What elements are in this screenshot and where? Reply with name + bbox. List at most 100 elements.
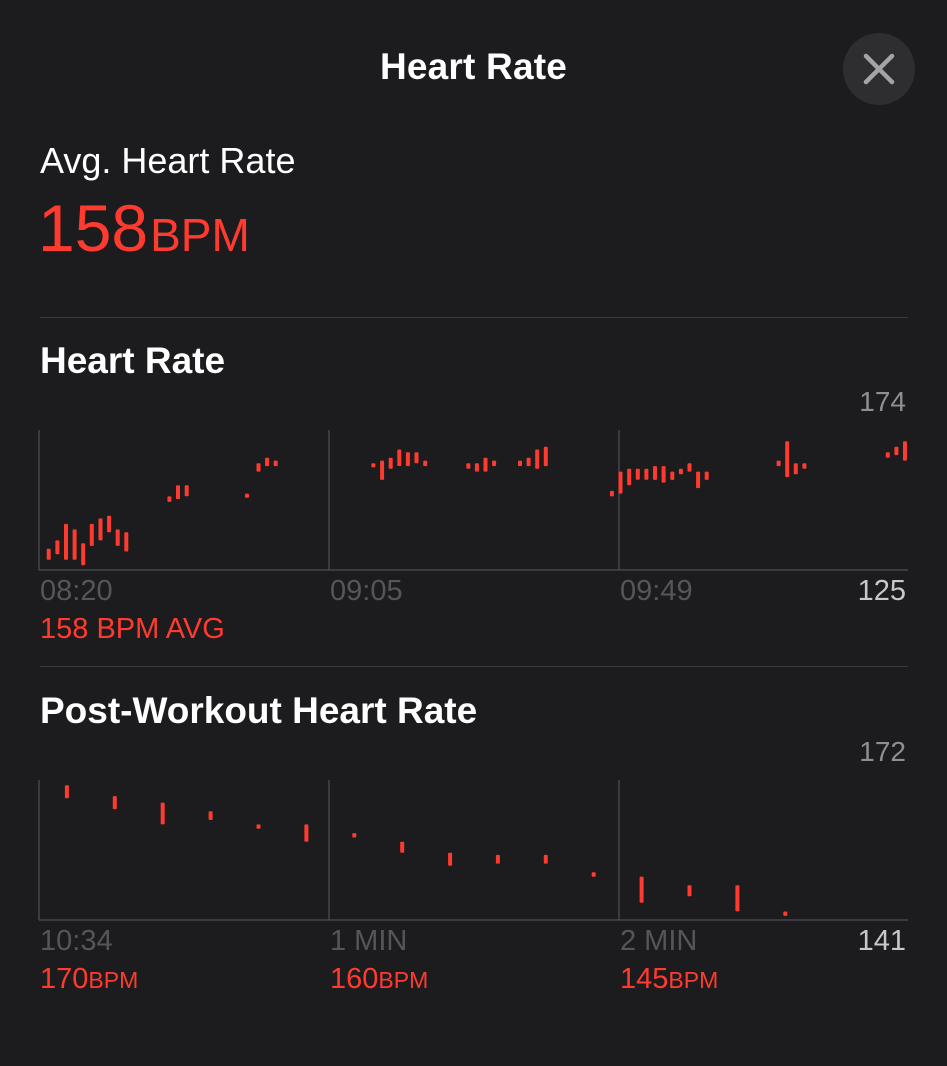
heart-rate-x-tick-label: 09:49	[620, 575, 693, 607]
heart-rate-y-max-label: 174	[859, 386, 906, 417]
post-workout-data-bar	[256, 824, 261, 829]
post-workout-data-bar	[352, 833, 357, 838]
heart-rate-data-bar	[371, 463, 376, 468]
post-workout-data-bar	[639, 876, 644, 903]
heart-rate-data-bar	[89, 523, 94, 546]
post-workout-data-bar	[543, 854, 548, 864]
post-workout-value-1-unit: BPM	[378, 967, 429, 993]
heart-rate-data-bar	[423, 460, 428, 467]
heart-rate-data-bar	[543, 446, 548, 467]
heart-rate-data-bar	[273, 460, 278, 467]
post-workout-value-1: 160BPM	[330, 963, 428, 996]
heart-rate-chart: 174 125 08:20 09:05 09:49	[38, 386, 908, 607]
close-icon	[863, 53, 895, 85]
post-workout-data-bar	[112, 796, 117, 810]
heart-rate-avg-label: 158 BPM AVG	[40, 613, 225, 645]
post-workout-data-bar	[64, 785, 69, 799]
post-workout-data-bar	[400, 841, 405, 853]
post-workout-value-2: 145BPM	[620, 963, 718, 996]
post-workout-data-bar	[448, 852, 453, 866]
heart-rate-data-bar	[670, 471, 675, 480]
heart-rate-data-bar	[167, 496, 172, 502]
heart-rate-data-bar	[380, 460, 385, 480]
heart-rate-data-bar	[483, 457, 488, 472]
post-workout-data-bar	[687, 885, 692, 897]
heart-rate-data-bar	[256, 463, 261, 472]
post-workout-value-0-number: 170	[40, 963, 89, 995]
post-workout-value-2-unit: BPM	[668, 967, 719, 993]
post-workout-data-bar	[208, 811, 213, 820]
heart-rate-data-bar	[124, 532, 129, 552]
heart-rate-data-bar	[46, 548, 51, 560]
heart-rate-data-bar	[414, 452, 419, 464]
heart-rate-data-bar	[802, 463, 807, 469]
heart-rate-data-bar	[644, 468, 649, 480]
heart-rate-data-bar	[687, 463, 692, 472]
heart-rate-data-bar	[678, 468, 683, 475]
heart-rate-data-bar	[115, 529, 120, 546]
heart-rate-data-bar	[474, 463, 479, 472]
post-workout-section-title: Post-Workout Heart Rate	[40, 690, 478, 731]
heart-rate-data-bar	[245, 493, 249, 498]
heart-rate-x-tick-label: 08:20	[40, 575, 113, 607]
heart-rate-section-title: Heart Rate	[40, 340, 226, 381]
post-workout-data-bar	[304, 824, 309, 842]
heart-rate-data-bar	[81, 543, 86, 566]
heart-rate-data-bar	[72, 529, 77, 560]
post-workout-y-max-label: 172	[859, 736, 906, 767]
heart-rate-data-bar	[492, 460, 497, 467]
heart-rate-data-bar	[704, 471, 709, 480]
divider	[40, 666, 908, 667]
post-workout-data-bar	[735, 885, 740, 912]
post-workout-value-0-unit: BPM	[88, 967, 139, 993]
post-workout-value-2-number: 145	[620, 963, 669, 995]
post-workout-data-bar	[160, 802, 165, 825]
heart-rate-data-bar	[661, 466, 666, 483]
heart-rate-data-bar	[696, 471, 701, 489]
heart-rate-data-bar	[466, 463, 471, 469]
heart-rate-data-bar	[635, 468, 640, 480]
post-workout-x-tick-label: 2 MIN	[620, 925, 697, 957]
heart-rate-data-bar	[107, 515, 112, 533]
close-button[interactable]	[843, 33, 915, 105]
post-workout-y-min-label: 141	[858, 925, 906, 957]
heart-rate-data-bar	[265, 457, 270, 467]
heart-rate-data-bar	[526, 457, 531, 467]
post-workout-value-1-number: 160	[330, 963, 379, 995]
heart-rate-data-bar	[885, 452, 890, 458]
post-workout-x-tick-label: 10:34	[40, 925, 113, 957]
post-workout-data-bar	[591, 872, 596, 877]
heart-rate-data-bar	[776, 460, 781, 467]
heart-rate-data-bar	[64, 523, 68, 560]
page-title: Heart Rate	[379, 46, 568, 87]
heart-rate-data-bar	[627, 468, 632, 486]
heart-rate-data-bar	[903, 441, 907, 461]
heart-rate-data-bar	[176, 485, 180, 500]
heart-rate-x-tick-label: 09:05	[330, 575, 403, 607]
post-workout-data-bar	[495, 854, 500, 864]
heart-rate-data-bar	[405, 452, 410, 467]
post-workout-x-tick-label: 1 MIN	[330, 925, 407, 957]
heart-rate-data-bar	[793, 463, 798, 475]
heart-rate-data-bar	[184, 485, 189, 497]
avg-heart-rate-label: Avg. Heart Rate	[40, 140, 296, 181]
post-workout-data-bar	[783, 911, 788, 916]
heart-rate-data-bar	[894, 446, 899, 456]
divider	[40, 317, 908, 318]
heart-rate-data-bar	[98, 518, 103, 541]
heart-rate-data-bar	[55, 540, 60, 555]
heart-rate-data-bar	[785, 441, 790, 478]
post-workout-value-0: 170BPM	[40, 963, 138, 996]
post-workout-chart: 172 141 10:34 1 MIN 2 MIN	[38, 736, 908, 957]
heart-rate-data-bar	[388, 457, 393, 469]
avg-heart-rate-number: 158	[38, 191, 149, 265]
heart-rate-data-bar	[653, 466, 657, 480]
heart-rate-data-bar	[397, 449, 402, 466]
heart-rate-data-bar	[518, 460, 522, 467]
avg-heart-rate-unit: BPM	[150, 209, 250, 261]
heart-rate-y-min-label: 125	[858, 575, 906, 607]
avg-heart-rate-value: 158BPM	[38, 190, 250, 266]
heart-rate-data-bar	[535, 449, 540, 469]
heart-rate-data-bar	[618, 471, 623, 494]
